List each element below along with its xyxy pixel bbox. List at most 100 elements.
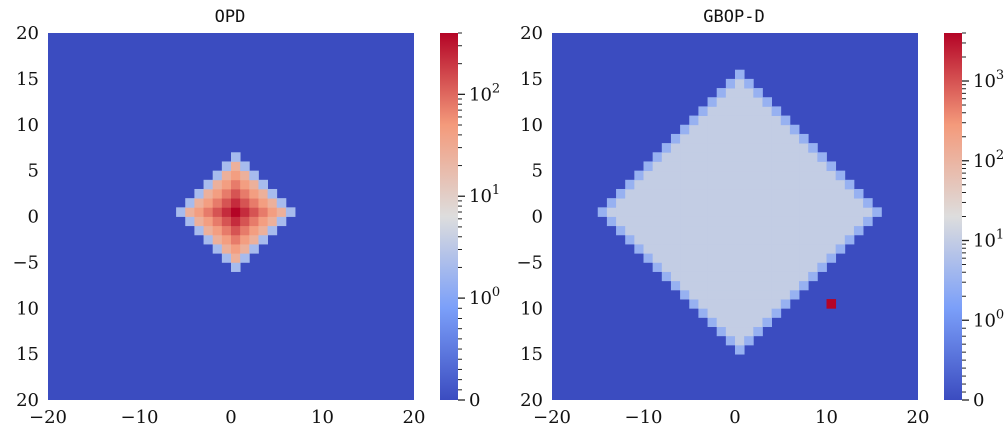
heatmap-cell (689, 207, 699, 217)
heatmap-cell (643, 170, 654, 181)
heatmap-cell (267, 225, 278, 236)
heatmap-cell (725, 88, 736, 98)
heatmap-cell (817, 262, 827, 272)
heatmap-cell (680, 133, 690, 144)
heatmap-cell (799, 198, 809, 208)
heatmap-cell (817, 244, 827, 254)
heatmap-cell (670, 188, 681, 199)
heatmap-cell (762, 244, 772, 254)
heatmap-cell (652, 244, 663, 254)
heatmap-cell (780, 152, 791, 162)
heatmap-cell (698, 308, 708, 318)
heatmap-cell (661, 198, 672, 208)
heatmap-cell (735, 271, 745, 282)
heatmap-cell (789, 225, 800, 236)
y-tick-label: 10 (16, 115, 39, 136)
heatmap-cell (817, 253, 827, 263)
heatmap-cell (680, 225, 690, 236)
heatmap-cell (844, 225, 855, 236)
heatmap-cell (744, 335, 754, 346)
heatmap-cell (221, 234, 232, 245)
heatmap-cell (735, 88, 745, 98)
heatmap-cell (661, 234, 672, 245)
heatmap-cell (844, 216, 855, 227)
heatmap-cell (716, 244, 727, 254)
heatmap-cell (689, 234, 699, 245)
heatmap-cell (744, 289, 754, 300)
heatmap-cell (707, 244, 718, 254)
heatmap-cell (707, 106, 718, 116)
heatmap-cell (707, 317, 718, 328)
heatmap-cell (725, 308, 736, 318)
heatmap-cell (249, 244, 259, 254)
heatmap-cell (661, 161, 672, 172)
heatmap-cell (240, 161, 250, 172)
heatmap-cell (670, 271, 681, 282)
heatmap-cell (670, 262, 681, 272)
heatmap-cell (826, 234, 837, 245)
heatmap-cell (771, 106, 782, 116)
heatmap-cell (240, 216, 250, 227)
heatmap-cell (231, 179, 241, 190)
heatmap-cell (231, 253, 241, 263)
heatmap-cell (808, 143, 818, 153)
heatmap-cell (203, 188, 214, 199)
colorbar-tick-label: 100 (973, 307, 1004, 331)
heatmap-cell (762, 271, 772, 282)
heatmap-cell (231, 198, 241, 208)
heatmap-cell (698, 188, 708, 199)
heatmap-cell (249, 216, 259, 227)
heatmap-cell (799, 179, 809, 190)
heatmap-cell (735, 299, 745, 309)
heatmap-cell (231, 152, 241, 162)
colorbar-tick-label: 102 (469, 81, 500, 105)
heatmap-cell (716, 88, 727, 98)
heatmap-cell (652, 207, 663, 217)
heatmap-cell (707, 299, 718, 309)
heatmap-cell (735, 97, 745, 107)
gbop-d-y-tick-labels: 20 15 10 5 0 −5 10 15 20 (516, 23, 543, 411)
heatmap-cell (789, 253, 800, 263)
heatmap-cell (762, 289, 772, 300)
heatmap-cell (707, 170, 718, 181)
heatmap-cell (863, 216, 873, 227)
heatmap-cell (616, 216, 626, 227)
heatmap-cell (826, 299, 837, 309)
heatmap-cell (780, 280, 791, 291)
colorbar-tick-label: 102 (973, 148, 1004, 172)
heatmap-cell (826, 253, 837, 263)
heatmap-cell (670, 244, 681, 254)
heatmap-cell (716, 216, 727, 227)
heatmap-cell (698, 133, 708, 144)
heatmap-cell (817, 188, 827, 199)
heatmap-cell (670, 234, 681, 245)
y-tick-label: 20 (520, 390, 543, 411)
heatmap-cell (808, 225, 818, 236)
heatmap-cell (735, 124, 745, 135)
heatmap-cell (258, 234, 268, 245)
heatmap-cell (725, 97, 736, 107)
heatmap-cell (725, 234, 736, 245)
heatmap-cell (670, 225, 681, 236)
heatmap-cell (762, 124, 772, 135)
heatmap-cell (652, 234, 663, 245)
heatmap-cell (799, 133, 809, 144)
heatmap-cell (643, 198, 654, 208)
heatmap-cell (735, 161, 745, 172)
heatmap-cell (240, 244, 250, 254)
x-tick-label: 10 (311, 407, 334, 428)
heatmap-cell (762, 170, 772, 181)
heatmap-cell (789, 262, 800, 272)
heatmap-cell (771, 299, 782, 309)
heatmap-cell (835, 216, 846, 227)
heatmap-cell (789, 289, 800, 300)
heatmap-cell (735, 152, 745, 162)
heatmap-cell (735, 280, 745, 291)
heatmap-cell (744, 262, 754, 272)
heatmap-cell (753, 326, 763, 337)
heatmap-cell (853, 188, 864, 199)
heatmap-cell (698, 234, 708, 245)
heatmap-cell (762, 280, 772, 291)
heatmap-cell (725, 207, 736, 217)
